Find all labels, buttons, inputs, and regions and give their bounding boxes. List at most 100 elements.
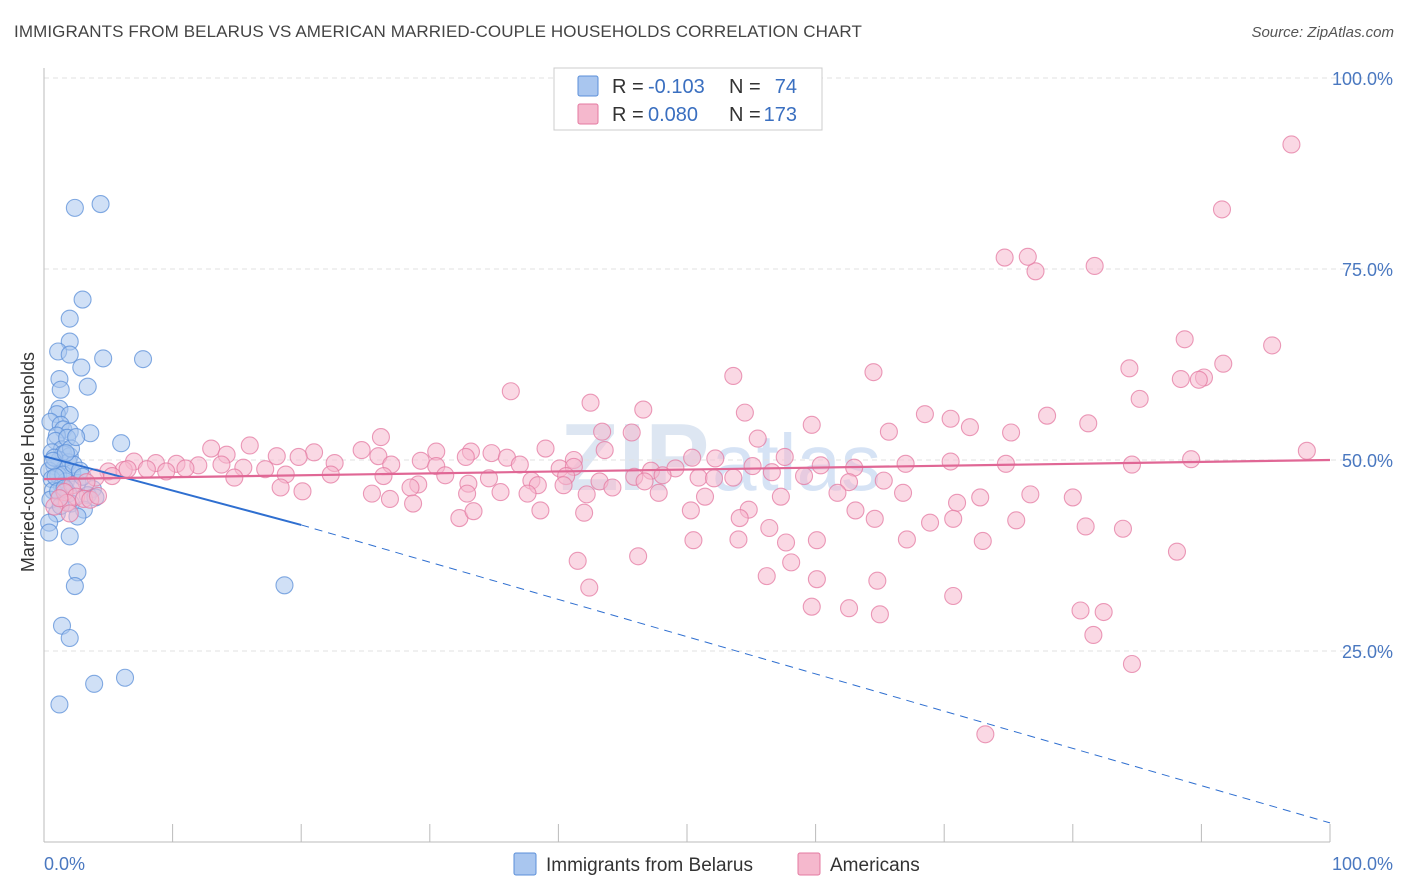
data-point xyxy=(115,668,135,687)
y-tick-label: 25.0% xyxy=(1342,642,1393,662)
data-point xyxy=(704,469,724,488)
data-point xyxy=(689,468,708,487)
data-point xyxy=(73,290,92,309)
data-point xyxy=(1182,450,1201,469)
legend-swatch-blue xyxy=(577,75,599,97)
data-point xyxy=(1167,542,1187,561)
data-point xyxy=(212,455,231,474)
data-point xyxy=(776,533,796,552)
data-point xyxy=(807,570,826,589)
trend-line-blue-extension xyxy=(301,524,1331,824)
data-point xyxy=(1122,654,1142,674)
data-point xyxy=(531,501,550,520)
data-point xyxy=(1113,519,1133,538)
data-point xyxy=(482,444,501,463)
trend-line-pink xyxy=(43,458,1331,481)
data-point xyxy=(1094,602,1113,622)
data-point xyxy=(593,422,612,441)
data-point xyxy=(267,447,286,466)
data-point xyxy=(1071,601,1090,620)
legend-r-label-pink: R = xyxy=(612,104,644,126)
trend-line-blue xyxy=(43,455,302,526)
data-point xyxy=(240,436,259,455)
data-point xyxy=(65,198,84,217)
bottom-legend: Immigrants from Belarus Americans xyxy=(513,852,920,876)
data-point xyxy=(60,628,79,648)
data-point xyxy=(60,309,79,328)
data-point xyxy=(730,509,749,528)
data-point xyxy=(510,455,529,474)
data-point xyxy=(748,429,767,448)
data-point xyxy=(371,428,390,447)
data-point xyxy=(1026,262,1045,281)
data-point xyxy=(724,366,743,386)
data-point xyxy=(581,393,600,412)
data-point xyxy=(864,363,883,382)
data-point xyxy=(491,483,510,502)
data-point xyxy=(865,509,884,528)
legend-n-label-pink: N = xyxy=(729,104,761,126)
data-point xyxy=(802,597,821,616)
legend-n-value-blue: 74 xyxy=(775,76,797,98)
bottom-legend-swatch-blue xyxy=(513,852,537,876)
x-tick-label-max: 100.0% xyxy=(1332,854,1393,874)
data-point xyxy=(369,447,388,466)
data-point xyxy=(897,530,916,549)
data-point xyxy=(735,403,754,422)
data-point xyxy=(60,527,79,546)
data-point xyxy=(225,468,244,487)
data-point xyxy=(1175,330,1194,349)
data-point xyxy=(78,377,97,396)
data-point xyxy=(50,695,69,714)
data-point xyxy=(893,483,913,502)
data-point xyxy=(729,530,748,549)
data-point xyxy=(622,423,641,442)
legend-r-value-pink: 0.080 xyxy=(648,104,698,126)
data-point xyxy=(1282,135,1301,154)
data-point xyxy=(118,460,137,479)
data-point xyxy=(1084,625,1103,645)
data-point xyxy=(762,463,781,482)
series-immigrants-from-belarus xyxy=(40,195,294,714)
data-point xyxy=(1063,488,1082,507)
data-point xyxy=(915,405,934,424)
data-point xyxy=(846,501,865,520)
chart-source: Source: ZipAtlas.com xyxy=(1251,24,1394,41)
data-point xyxy=(629,547,648,566)
data-point xyxy=(60,504,79,523)
data-point xyxy=(948,493,967,512)
data-point xyxy=(554,476,573,495)
data-point xyxy=(743,457,762,476)
bottom-legend-swatch-pink xyxy=(797,852,821,876)
data-point xyxy=(157,462,176,481)
data-point xyxy=(271,478,290,497)
data-point xyxy=(782,553,801,572)
data-point xyxy=(868,571,887,590)
data-point xyxy=(137,460,156,479)
data-point xyxy=(775,447,794,466)
legend-r-label-blue: R = xyxy=(612,76,644,98)
data-point xyxy=(56,444,75,463)
chart-title: IMMIGRANTS FROM BELARUS VS AMERICAN MARR… xyxy=(14,22,862,41)
data-point xyxy=(1120,359,1139,378)
data-point xyxy=(501,382,520,401)
bottom-legend-label-pink: Americans xyxy=(830,855,920,876)
data-point xyxy=(1021,485,1040,504)
y-tick-label: 75.0% xyxy=(1342,260,1393,280)
data-point xyxy=(921,513,940,532)
data-point xyxy=(1076,517,1095,536)
y-tick-label: 50.0% xyxy=(1342,451,1393,471)
legend-swatch-pink xyxy=(577,103,599,125)
data-point xyxy=(401,478,420,497)
data-point xyxy=(464,502,483,521)
data-point xyxy=(771,487,790,506)
data-point xyxy=(536,439,555,458)
data-point xyxy=(94,349,113,368)
data-point xyxy=(794,466,814,486)
data-point xyxy=(973,531,992,551)
data-point xyxy=(760,518,779,538)
data-point xyxy=(1007,511,1026,530)
data-point xyxy=(1079,414,1098,433)
data-point xyxy=(681,501,700,520)
